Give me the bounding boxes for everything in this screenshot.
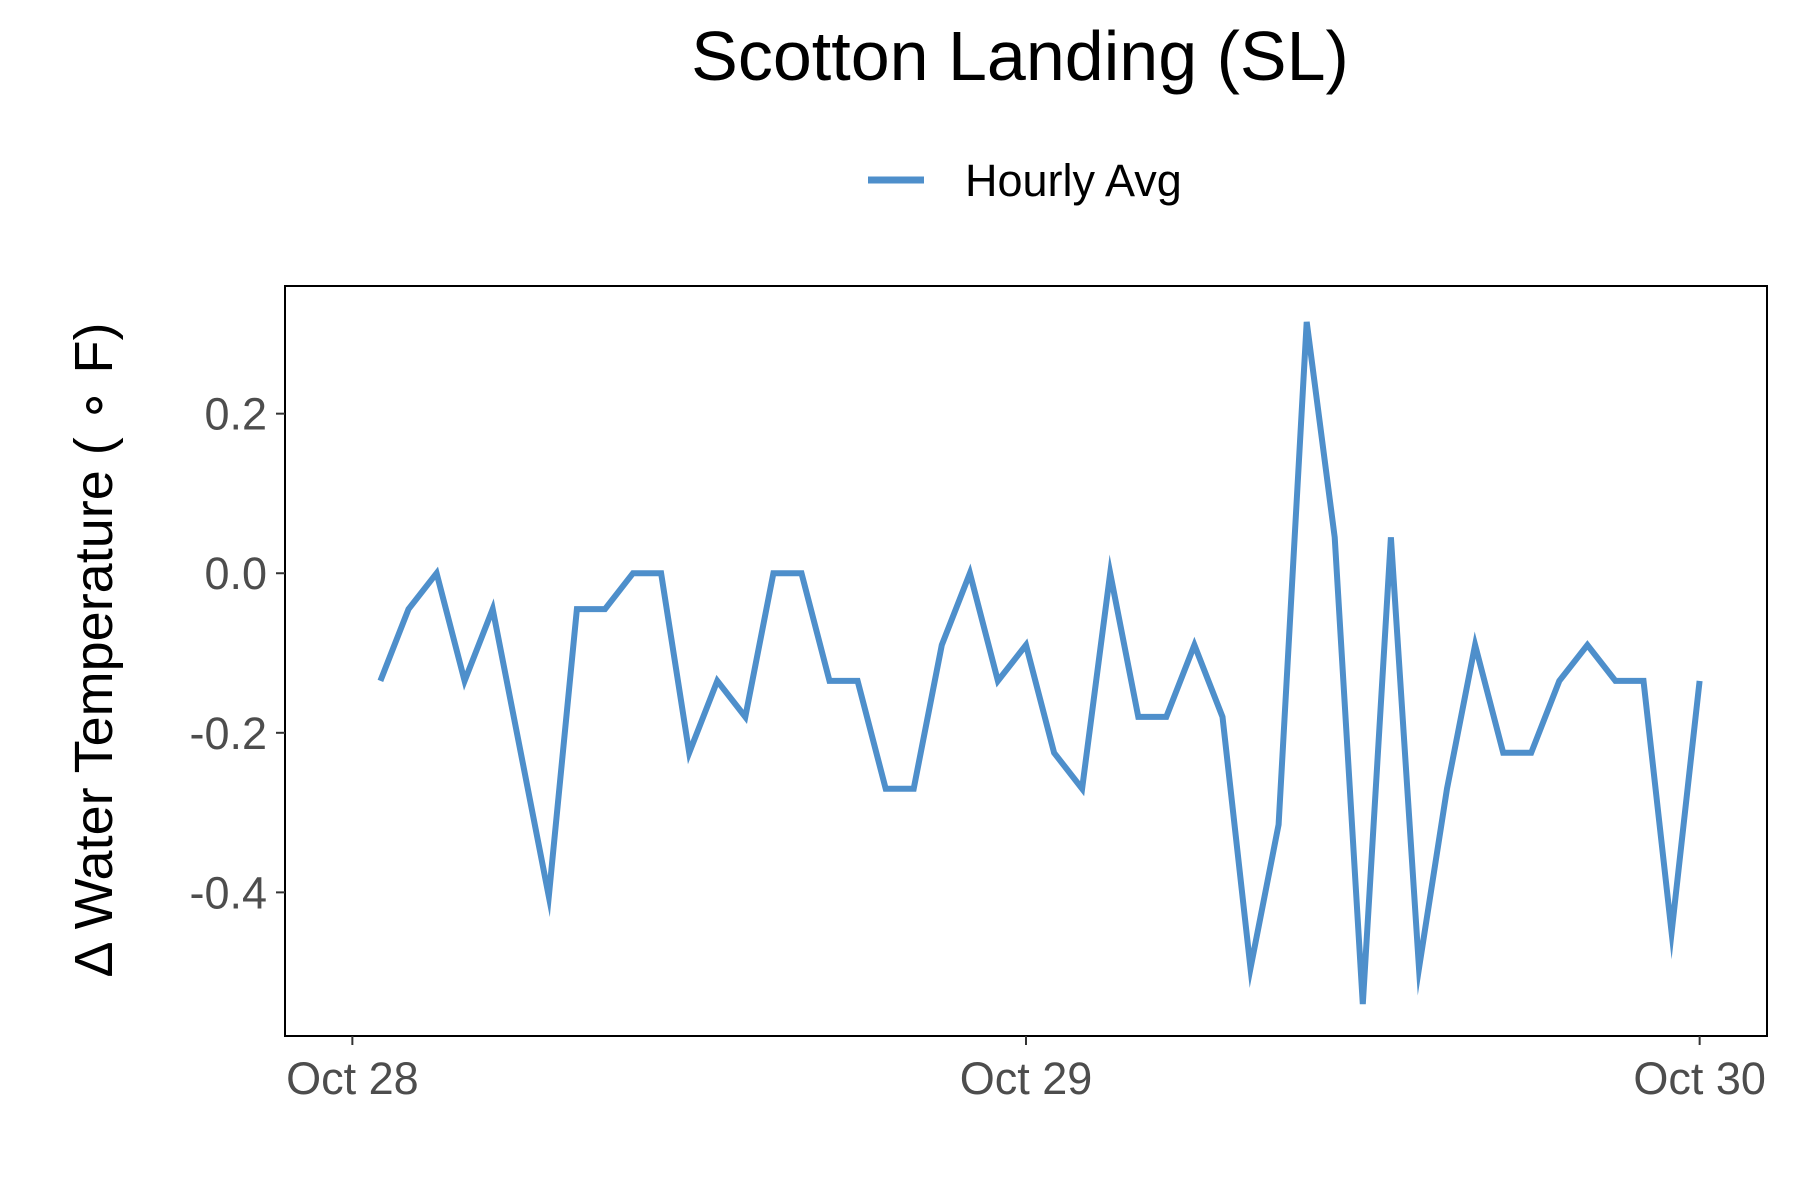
y-axis: 0.2 0.0 -0.2 -0.4 (189, 389, 285, 918)
y-tick-label: 0.2 (204, 389, 267, 440)
y-axis-label: Δ Water Temperature ( ∘ F) (64, 322, 124, 977)
y-tick-label: -0.2 (189, 708, 267, 759)
y-tick-label: 0.0 (204, 548, 267, 599)
legend-label: Hourly Avg (965, 155, 1182, 206)
x-tick-label: Oct 30 (1633, 1053, 1766, 1104)
series-layer (377, 321, 1703, 1005)
legend: Hourly Avg (868, 155, 1182, 206)
x-tick-label: Oct 29 (960, 1053, 1093, 1104)
series-line-hourly-avg (377, 321, 1703, 1005)
x-tick-label: Oct 28 (286, 1053, 419, 1104)
x-axis: Oct 28 Oct 29 Oct 30 (286, 1036, 1766, 1104)
chart-title: Scotton Landing (SL) (691, 17, 1349, 95)
plot-panel (284, 285, 1768, 1037)
y-tick-label: -0.4 (189, 867, 267, 918)
